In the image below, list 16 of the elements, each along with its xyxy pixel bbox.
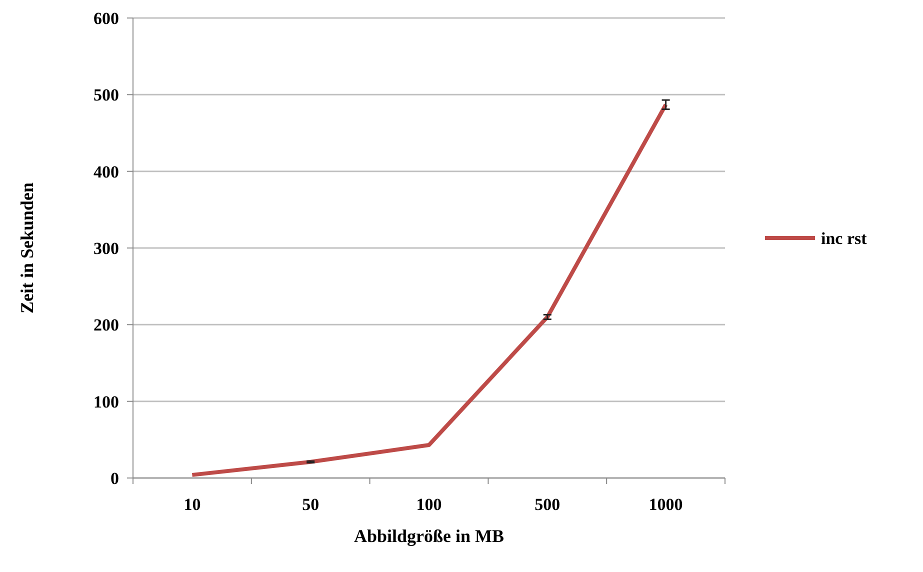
y-tick-label: 500 [94,86,119,105]
legend-label: inc rst [821,228,868,248]
line-series [190,102,668,477]
y-tick-label: 200 [94,316,119,335]
x-tick-label: 50 [302,495,320,514]
y-tick-label: 0 [110,468,119,488]
y-tick-label: 400 [94,162,119,182]
x-tick-label: 1000 [648,495,683,514]
x-axis-title: Abbildgröße in MB [354,526,504,546]
y-tick-label: 300 [94,238,119,258]
x-tick-label: 10 [184,495,201,514]
y-tick-label: 600 [94,8,119,28]
x-tick-label: 500 [534,495,560,514]
y-tick-label: 100 [94,392,119,412]
x-tick-label: 100 [416,495,442,514]
y-axis-title: Zeit in Sekunden [17,182,37,314]
